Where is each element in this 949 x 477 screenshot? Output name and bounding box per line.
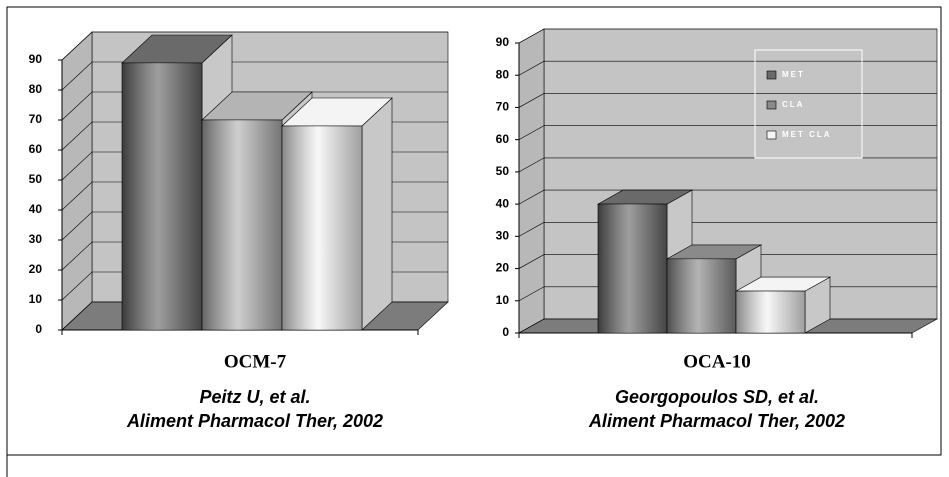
grid-line <box>61 61 448 91</box>
y-tick-label: 0 <box>502 325 509 339</box>
grid-line <box>518 125 937 140</box>
legend-label: MET CLA <box>782 130 832 139</box>
bar-shade <box>122 63 202 330</box>
y-tick-label: 50 <box>29 172 43 186</box>
y-tick-label: 40 <box>29 202 43 216</box>
y-tick-label: 90 <box>496 35 510 49</box>
bar-shade <box>282 126 362 330</box>
legend-label: MET <box>782 70 805 79</box>
y-tick-label: 60 <box>29 142 43 156</box>
y-tick-label: 60 <box>496 132 510 146</box>
frame <box>6 6 942 477</box>
legend-swatch <box>766 70 777 80</box>
y-tick-label: 10 <box>29 292 43 306</box>
caption: Aliment Pharmacol Ther, 2002 <box>126 411 383 431</box>
grid-line <box>518 60 937 76</box>
legend-label: CLA <box>782 100 804 109</box>
grid-line <box>518 28 937 44</box>
y-tick-label: 30 <box>29 232 43 246</box>
y-tick-label: 70 <box>29 112 43 126</box>
caption: Georgopoulos SD, et al. <box>615 387 819 407</box>
legend-swatch <box>766 130 777 140</box>
y-tick-label: 30 <box>496 229 510 243</box>
side-wall <box>61 31 93 331</box>
bar-shade <box>736 291 805 333</box>
grid-line <box>518 189 937 205</box>
legend-swatch <box>766 100 777 110</box>
y-tick-label: 90 <box>29 52 43 66</box>
y-tick-label: 20 <box>29 262 43 276</box>
grid-line <box>518 254 937 269</box>
grid-line <box>518 222 937 237</box>
caption: Aliment Pharmacol Ther, 2002 <box>588 411 845 431</box>
category-label: OCM-7 <box>224 351 287 372</box>
y-tick-label: 80 <box>496 67 510 81</box>
bar-shade <box>667 258 736 333</box>
side-wall <box>518 28 545 334</box>
bar-shade <box>598 204 667 333</box>
bar-shade <box>202 120 282 330</box>
y-tick-label: 70 <box>496 100 510 114</box>
y-tick-label: 0 <box>35 322 42 336</box>
y-tick-label: 40 <box>496 196 510 210</box>
bar-side <box>361 97 393 331</box>
y-tick-label: 10 <box>496 293 510 307</box>
legend-box <box>754 49 863 159</box>
caption: Peitz U, et al. <box>199 387 310 407</box>
category-label: OCA-10 <box>683 351 751 372</box>
y-tick-label: 50 <box>496 164 510 178</box>
grid-line <box>518 93 937 108</box>
y-tick-label: 80 <box>29 82 43 96</box>
grid-line <box>61 31 448 61</box>
grid-line <box>61 91 448 121</box>
y-tick-label: 20 <box>496 261 510 275</box>
